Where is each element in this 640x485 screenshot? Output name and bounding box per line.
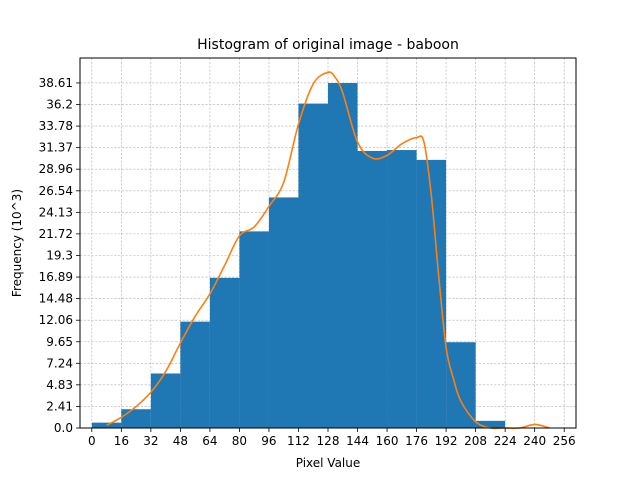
x-tick-label: 0 [88,434,96,448]
y-tick-label: 0.0 [54,421,73,435]
histogram-bar [239,231,269,428]
histogram-bar [268,197,299,428]
x-tick-label: 224 [494,434,517,448]
y-tick-label: 7.24 [46,356,73,370]
x-tick-label: 128 [317,434,340,448]
x-tick-label: 16 [114,434,129,448]
histogram-bar [180,321,210,428]
histogram-bars [91,83,506,429]
y-tick-label: 16.89 [39,270,73,284]
histogram-bar [209,277,240,428]
x-tick-label: 48 [173,434,188,448]
y-tick-label: 28.96 [39,162,73,176]
x-tick-label: 160 [376,434,399,448]
y-tick-label: 19.3 [46,249,73,263]
x-tick-label: 256 [553,434,576,448]
y-axis-label: Frequency (10^3) [10,189,24,297]
y-tick-label: 21.72 [39,227,73,241]
x-tick-label: 32 [143,434,158,448]
x-tick-label: 112 [287,434,310,448]
x-tick-label: 144 [346,434,369,448]
x-tick-label: 240 [523,434,546,448]
density-line [106,71,550,430]
y-tick-label: 2.41 [46,399,73,413]
y-tick-label: 4.83 [46,378,73,392]
y-tick-label: 14.48 [39,292,73,306]
histogram-bar [121,409,151,428]
y-tick-label: 36.2 [46,97,73,111]
y-axis-ticks: 0.0 2.41 4.83 7.24 9.65 12.06 14.48 16.89 19.3 21… [39,76,80,435]
chart-title: Histogram of original image - baboon [197,37,459,53]
histogram-bar [387,150,417,428]
x-axis-label: Pixel Value [296,456,361,470]
y-tick-label: 33.78 [39,119,73,133]
density-curve [106,71,550,430]
y-tick-label: 12.06 [39,313,73,327]
y-tick-label: 24.13 [39,205,73,219]
x-tick-label: 80 [232,434,247,448]
histogram-bar [150,373,181,428]
x-tick-label: 208 [464,434,487,448]
x-tick-label: 192 [435,434,458,448]
x-tick-label: 176 [405,434,428,448]
y-tick-label: 38.61 [39,76,73,90]
histogram-bar [475,420,506,428]
y-tick-label: 31.37 [39,141,73,155]
histogram-bar [357,150,388,429]
x-axis-ticks: 0 16 32 48 64 80 96 112 128 144 160 176 192 208 224 240… [88,428,576,448]
histogram-bar [298,103,328,428]
y-tick-label: 9.65 [46,335,73,349]
x-tick-label: 96 [261,434,276,448]
x-tick-label: 64 [202,434,217,448]
histogram-bar [328,83,358,428]
histogram-bar [446,342,476,428]
y-tick-label: 26.54 [39,184,73,198]
